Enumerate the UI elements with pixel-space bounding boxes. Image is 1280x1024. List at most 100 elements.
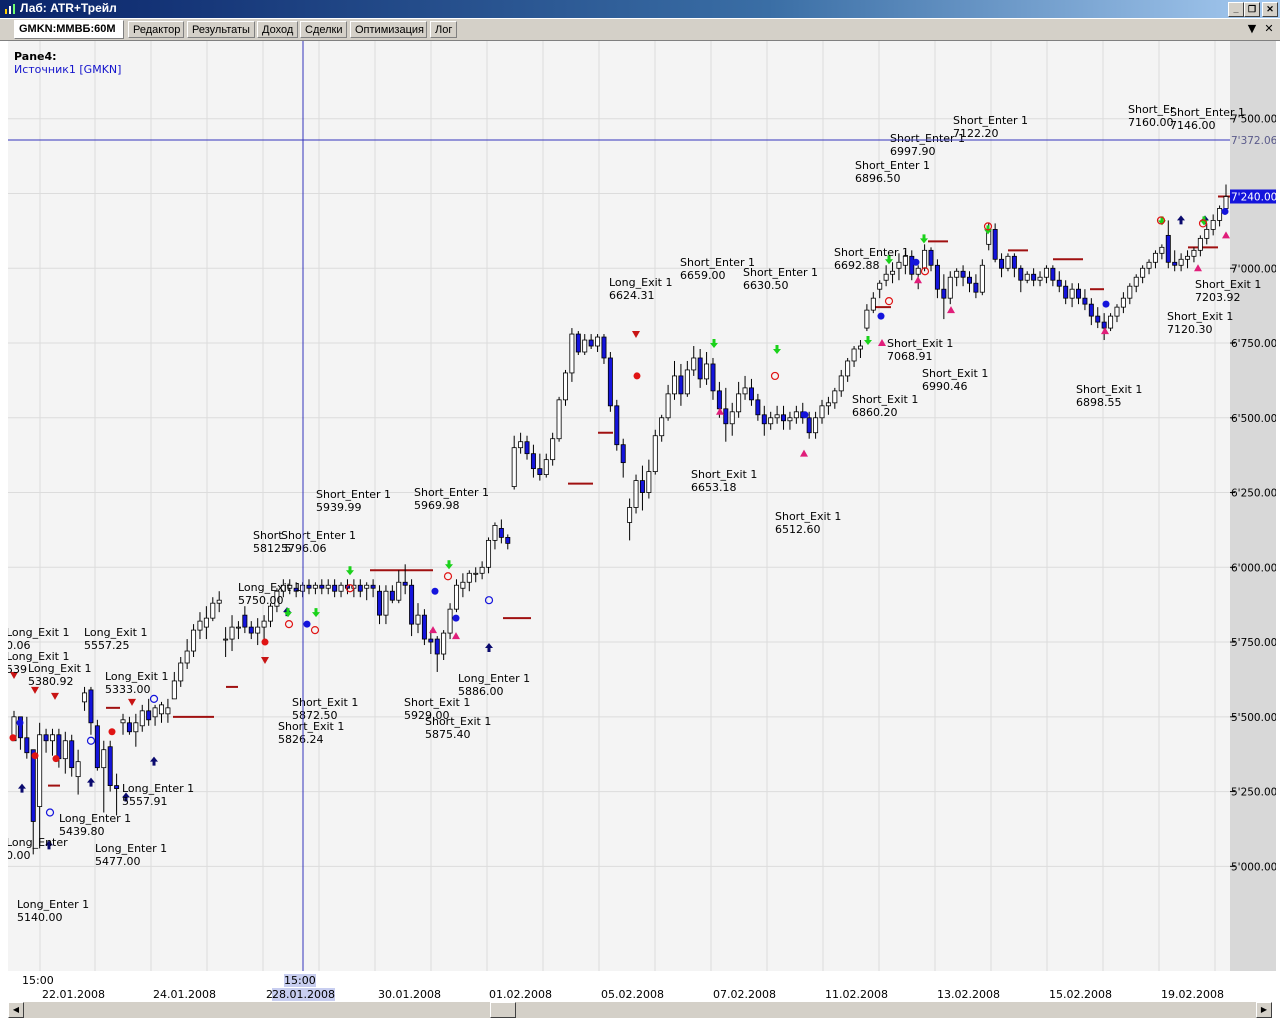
signal-price: 6630.50	[743, 279, 789, 292]
candle	[627, 507, 633, 523]
pane-name: Pane4:	[14, 50, 57, 63]
candle	[684, 369, 690, 395]
candle	[139, 710, 145, 727]
candle	[999, 258, 1005, 269]
candle	[1223, 196, 1229, 209]
signal-name: Short_Enter 1	[281, 529, 356, 542]
candle	[588, 339, 594, 347]
exit-dot	[31, 752, 39, 760]
exit-dot	[261, 638, 269, 646]
price-tick-label: 5'750.00	[1231, 637, 1276, 649]
candle	[646, 471, 652, 493]
tab-log[interactable]: Лог	[430, 21, 457, 38]
trade-markers	[9, 207, 1230, 850]
candle	[870, 297, 876, 311]
short-enter-arrow	[920, 234, 928, 244]
candle	[1210, 220, 1216, 230]
scroll-right-button[interactable]: ▶	[1256, 1002, 1272, 1018]
candle	[922, 249, 928, 269]
signal-name: Long_Enter 1	[59, 812, 131, 825]
signal-price: 6896.50	[855, 172, 901, 185]
candle	[409, 584, 415, 625]
last-price-badge	[1230, 189, 1276, 204]
candle	[415, 614, 421, 625]
close-icon[interactable]: ✕	[1264, 22, 1274, 35]
signal-price: 7068.91	[887, 350, 933, 363]
close-button[interactable]: ✕	[1262, 2, 1278, 17]
chart-background	[8, 41, 1230, 971]
signal-name: Short_Enter 1	[834, 246, 909, 259]
tab-results[interactable]: Результаты	[187, 21, 255, 38]
candle	[736, 393, 742, 413]
signal-name: Short_Enter 1	[1170, 106, 1245, 119]
restore-button[interactable]: ❐	[1244, 2, 1260, 17]
minimize-button[interactable]: _	[1228, 2, 1244, 17]
candle	[159, 704, 164, 715]
exit-dot	[9, 734, 17, 742]
tab-trades[interactable]: Сделки	[300, 21, 347, 38]
signal-name: Short_Enter 1	[855, 159, 930, 172]
tab-income[interactable]: Доход	[257, 21, 298, 38]
candlesticks	[11, 184, 1229, 855]
scrollbar-thumb[interactable]	[490, 1002, 516, 1018]
candle	[550, 438, 556, 461]
candle	[774, 414, 780, 419]
candle	[665, 393, 671, 419]
signal-price: 7160.00	[1128, 116, 1174, 129]
candle	[88, 689, 94, 724]
price-tick-label: 5'000.00	[1231, 861, 1276, 873]
candle	[473, 572, 479, 575]
tab-chart[interactable]: GMKN:ММВБ:60M	[14, 20, 124, 39]
signal-price: 7120.30	[1167, 323, 1213, 336]
candle	[864, 309, 870, 329]
signal-name: Long_Enter 1	[458, 672, 530, 685]
chart-grid	[8, 41, 1230, 971]
candle	[832, 390, 838, 404]
candle	[178, 662, 184, 682]
candle	[954, 270, 960, 278]
candle	[742, 387, 748, 395]
horizontal-scrollbar[interactable]: ◀ ▶	[8, 1001, 1272, 1018]
short-enter-arrow	[885, 255, 893, 265]
candle	[857, 345, 863, 350]
candle	[197, 620, 203, 631]
candle	[1172, 261, 1178, 266]
candle	[575, 333, 581, 353]
tab-optimization[interactable]: Оптимизация	[350, 21, 427, 38]
time-axis: 15:00 15:00 22.01.2008 24.01.2008 2 28.0…	[8, 971, 1230, 1001]
signal-name: Short_Exit 1	[852, 393, 918, 406]
candle	[659, 417, 665, 437]
candle	[710, 363, 716, 392]
candle	[524, 441, 530, 455]
long-exit-triangle	[128, 698, 136, 706]
candle	[851, 348, 857, 362]
signal-price: 5380.92	[28, 675, 74, 688]
stop-ring	[1156, 216, 1166, 225]
candle	[306, 584, 312, 589]
tab-editor[interactable]: Редактор	[128, 21, 184, 38]
bar-chart-icon	[5, 4, 15, 14]
candle	[511, 447, 517, 487]
date-tick: 19.02.2008	[1161, 988, 1224, 1001]
signal-price: 6692.88	[834, 259, 880, 272]
price-chart[interactable]: 7'500.007'250.007'000.006'750.006'500.00…	[8, 41, 1276, 971]
candle	[556, 399, 562, 440]
position-dot	[452, 614, 460, 622]
signal-price: 5969.98	[414, 499, 460, 512]
entry-ring	[149, 694, 159, 703]
short-exit-triangle	[716, 407, 724, 415]
trailing-stop-lines	[48, 195, 1230, 787]
chevron-down-icon[interactable]: ▼	[1247, 22, 1257, 35]
candle	[56, 734, 62, 760]
position-dot	[1102, 300, 1110, 308]
scroll-left-button[interactable]: ◀	[8, 1002, 24, 1018]
position-dot	[912, 258, 920, 266]
stop-ring	[310, 625, 320, 635]
candle	[434, 638, 440, 655]
signal-price: 5875.40	[425, 728, 471, 741]
